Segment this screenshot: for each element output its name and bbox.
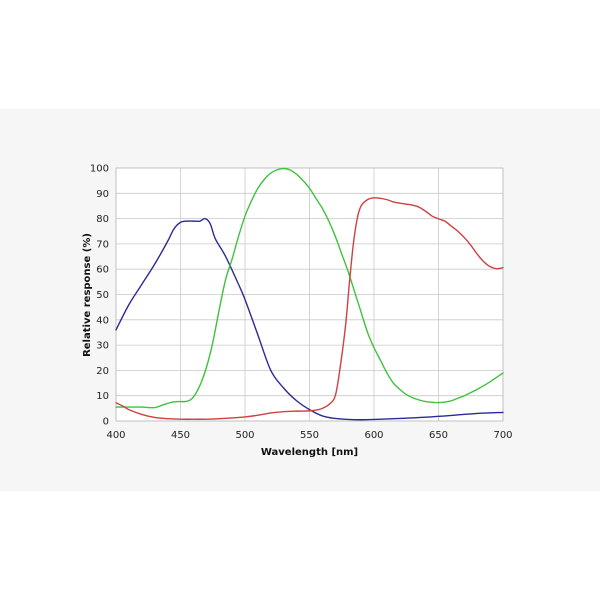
- y-axis-label: Relative response (%): [82, 233, 93, 357]
- x-tick-label: 450: [171, 430, 190, 441]
- y-tick-label: 90: [96, 189, 109, 200]
- x-tick-label: 500: [235, 430, 254, 441]
- series-lines: [115, 167, 504, 421]
- x-tick-label: 400: [106, 430, 125, 441]
- chart-panel: 400 450 500 550 600 650 700 0 10 20 30 40 50 60 70 80 90…: [0, 109, 600, 491]
- plot-border: [115, 167, 504, 422]
- y-tick-label: 80: [96, 214, 109, 225]
- red-response-line: [115, 197, 504, 420]
- x-tick-label: 650: [429, 430, 448, 441]
- x-axis-label: Wavelength [nm]: [261, 447, 358, 458]
- y-tick-label: 60: [96, 265, 109, 276]
- grid: [115, 167, 504, 422]
- y-tick-label: 10: [96, 391, 109, 402]
- x-tick-label: 550: [300, 430, 319, 441]
- y-tick-label: 50: [96, 290, 109, 301]
- response-chart: 400 450 500 550 600 650 700 0 10 20 30 40 50 60 70 80 90…: [82, 164, 513, 459]
- y-tick-label: 70: [96, 239, 109, 250]
- y-tick-label: 0: [103, 417, 109, 428]
- y-tick-label: 40: [96, 315, 109, 326]
- x-tick-label: 700: [493, 430, 512, 441]
- blue-response-line: [115, 217, 504, 421]
- green-response-line: [115, 167, 504, 409]
- y-tick-label: 100: [90, 164, 109, 175]
- y-tick-label: 20: [96, 366, 109, 377]
- x-tick-label: 600: [364, 430, 383, 441]
- tick-labels: 400 450 500 550 600 650 700 0 10 20 30 40 50 60 70 80 90…: [90, 164, 513, 442]
- y-tick-label: 30: [96, 341, 109, 352]
